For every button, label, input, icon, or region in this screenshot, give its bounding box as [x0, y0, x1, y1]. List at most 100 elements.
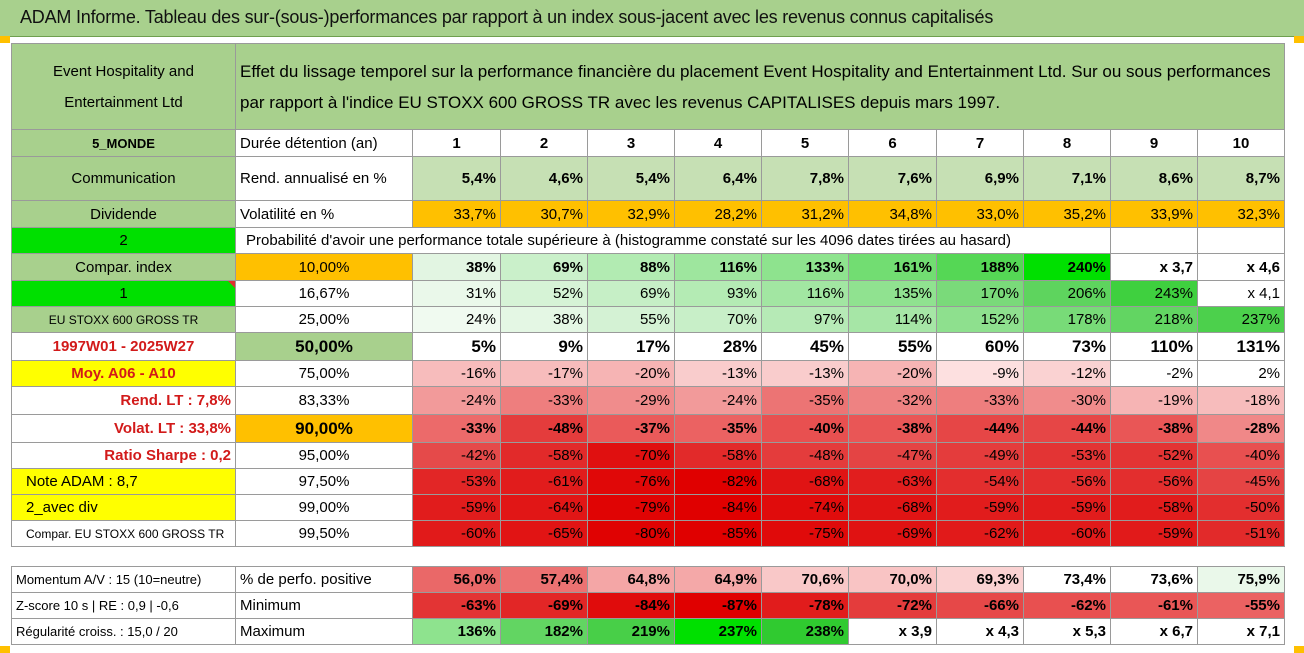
probability-value: 73% [1023, 332, 1111, 361]
probability-value: 28% [674, 332, 762, 361]
rend-value: 6,9% [936, 156, 1024, 201]
probability-value: -38% [848, 414, 937, 443]
probability-value: 240% [1023, 253, 1111, 281]
stat-value: x 5,3 [1023, 618, 1111, 645]
probability-value: -13% [761, 360, 849, 387]
probability-value: -33% [500, 386, 588, 415]
probability-value: 38% [412, 253, 501, 281]
probability-value: 178% [1023, 306, 1111, 333]
probability-value: -58% [674, 442, 762, 469]
description: Effet du lissage temporel sur la perform… [235, 43, 1285, 130]
dividend-label: Dividende [11, 200, 236, 228]
probability-threshold: 25,00% [235, 306, 413, 333]
probability-value: -49% [936, 442, 1024, 469]
probability-value: -76% [587, 468, 675, 495]
year-header: 7 [936, 129, 1024, 157]
probability-value: 69% [587, 280, 675, 307]
probability-value: -37% [587, 414, 675, 443]
rend-label: Rend. annualisé en % [235, 156, 413, 201]
probability-value: 55% [848, 332, 937, 361]
probability-value: -33% [412, 414, 501, 443]
probability-value: -40% [761, 414, 849, 443]
table-row: 5_MONDE Durée détention (an) 1 2 3 4 5 6 7 8 9 10 [11, 129, 1285, 157]
stat-label: % de perfo. positive [235, 566, 413, 593]
probability-value: -29% [587, 386, 675, 415]
probability-value: 133% [761, 253, 849, 281]
probability-value: -74% [761, 494, 849, 521]
vol-value: 33,9% [1110, 200, 1198, 228]
probability-value: 9% [500, 332, 588, 361]
table-row: Momentum A/V : 15 (10=neutre)% de perfo.… [11, 566, 1285, 593]
vol-value: 34,8% [848, 200, 937, 228]
probability-threshold: 16,67% [235, 280, 413, 307]
compar-full-label: Compar. EU STOXX 600 GROSS TR [11, 520, 236, 547]
probability-threshold: 75,00% [235, 360, 413, 387]
probability-value: -35% [674, 414, 762, 443]
separator-row [12, 547, 1285, 567]
probability-value: -58% [500, 442, 588, 469]
probability-value: -50% [1197, 494, 1285, 521]
empty-cell [1110, 227, 1198, 254]
probability-title: Probabilité d'avoir une performance tota… [235, 227, 1111, 254]
probability-threshold: 83,33% [235, 386, 413, 415]
table-row: Dividende Volatilité en % 33,7% 30,7% 32,9% 2… [11, 200, 1285, 228]
probability-value: -20% [848, 360, 937, 387]
vol-value: 31,2% [761, 200, 849, 228]
stat-value: 64,8% [587, 566, 675, 593]
parameter-one: 1 [11, 280, 236, 307]
probability-value: -44% [936, 414, 1024, 443]
table-row: Z-score 10 s | RE : 0,9 | -0,6 Minimum -63… [11, 592, 1285, 619]
probability-threshold: 97,50% [235, 468, 413, 495]
company-name: Event Hospitality and Entertainment Ltd [11, 43, 236, 130]
probability-value: -16% [412, 360, 501, 387]
moy-label: Moy. A06 - A10 [11, 360, 236, 387]
probability-value: 110% [1110, 332, 1198, 361]
stat-value: 136% [412, 618, 501, 645]
rend-lt-label: Rend. LT : 7,8% [11, 386, 236, 415]
table-row: Event Hospitality and Entertainment Ltd E… [11, 43, 1285, 130]
probability-value: -48% [500, 414, 588, 443]
vol-value: 32,3% [1197, 200, 1285, 228]
avec-div-label: 2_avec div [11, 494, 236, 521]
probability-value: -28% [1197, 414, 1285, 443]
probability-value: -59% [1110, 520, 1198, 547]
probability-value: -47% [848, 442, 937, 469]
vol-value: 33,7% [412, 200, 501, 228]
stat-value: x 4,3 [936, 618, 1024, 645]
probability-value: -45% [1197, 468, 1285, 495]
probability-value: -19% [1110, 386, 1198, 415]
table-row: Rend. LT : 7,8% 83,33% -24% -33% -29% -24% -35… [11, 386, 1285, 415]
stat-value: 182% [500, 618, 588, 645]
report-title: ADAM Informe. Tableau des sur-(sous-)per… [20, 7, 994, 27]
stat-value: 69,3% [936, 566, 1024, 593]
probability-value: -52% [1110, 442, 1198, 469]
index-name-label: EU STOXX 600 GROSS TR [11, 306, 236, 333]
stat-value: 70,0% [848, 566, 937, 593]
table-row: Volat. LT : 33,8% 90,00% -33% -48% -37% -35% -… [11, 414, 1285, 443]
zone-label: 5_MONDE [11, 129, 236, 157]
probability-value: -75% [761, 520, 849, 547]
corner-marker-left [0, 36, 10, 43]
probability-value: -32% [848, 386, 937, 415]
table-row: 2 Probabilité d'avoir une performance tot… [11, 227, 1285, 254]
sharpe-label: Ratio Sharpe : 0,2 [11, 442, 236, 469]
probability-value: -48% [761, 442, 849, 469]
stat-label: Maximum [235, 618, 413, 645]
rend-value: 5,4% [587, 156, 675, 201]
title-bar: ADAM Informe. Tableau des sur-(sous-)per… [0, 0, 1304, 37]
probability-value: 38% [500, 306, 588, 333]
probability-value: -85% [674, 520, 762, 547]
note-adam-label: Note ADAM : 8,7 [11, 468, 236, 495]
probability-threshold: 95,00% [235, 442, 413, 469]
stat-value: -55% [1197, 592, 1285, 619]
probability-threshold: 10,00% [235, 253, 413, 281]
probability-value: 55% [587, 306, 675, 333]
year-header: 8 [1023, 129, 1111, 157]
probability-value: -64% [500, 494, 588, 521]
table-row: 2_avec div 99,00% -59% -64% -79% -84% -74% -68%… [11, 494, 1285, 521]
probability-value: -79% [587, 494, 675, 521]
probability-value: -63% [848, 468, 937, 495]
probability-value: -24% [674, 386, 762, 415]
year-header: 3 [587, 129, 675, 157]
table-row: 1 16,67% 31% 52% 69% 93% 116% 135% 170% 206% 243% x… [11, 280, 1285, 307]
